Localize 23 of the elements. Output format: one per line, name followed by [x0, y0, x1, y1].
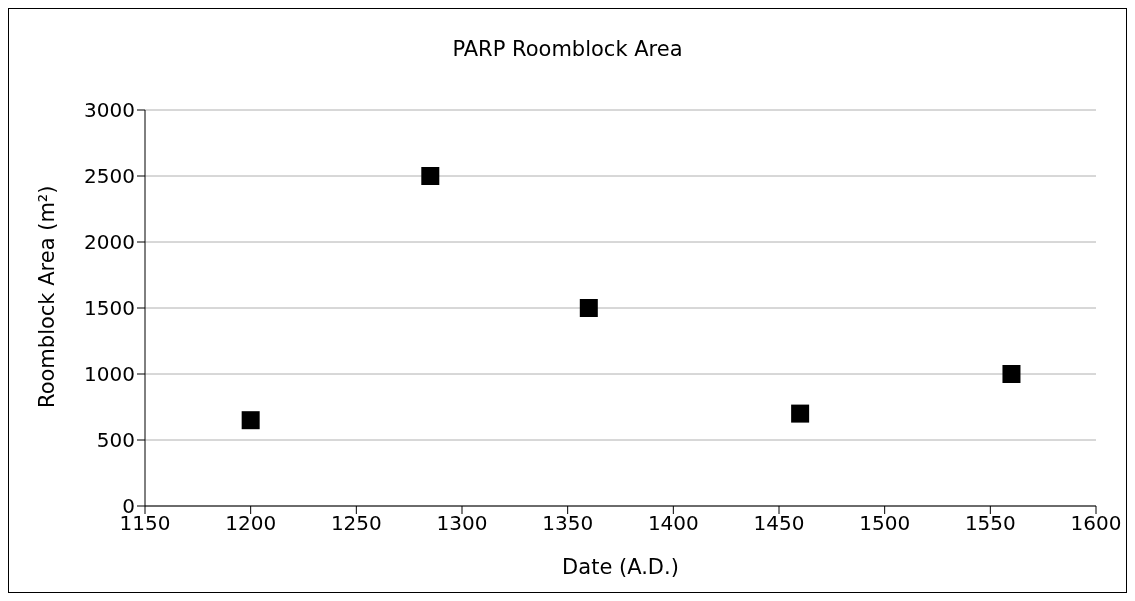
x-tick-label: 1500: [859, 511, 911, 536]
x-tick-label: 1450: [753, 511, 805, 536]
point: [791, 404, 810, 423]
y-tick-label: 3000: [84, 98, 135, 123]
y-tick-label: 500: [96, 428, 135, 453]
y-axis-title: Roomblock Area (m²): [35, 185, 60, 408]
y-tick-label: 2500: [84, 164, 135, 189]
point: [579, 299, 598, 317]
point: [421, 167, 440, 185]
x-axis-title: Date (A.D.): [562, 555, 679, 579]
x-tick-label: 1200: [225, 511, 277, 536]
chart-title: PARP Roomblock Area: [451, 37, 684, 61]
x-tick-label: 1400: [647, 511, 699, 536]
y-tick-label: 1500: [84, 296, 135, 321]
x-tick-label: 1350: [542, 511, 594, 536]
point: [1002, 365, 1021, 383]
x-tick-label: 1600: [1070, 511, 1122, 536]
y-tick-label: 1000: [84, 362, 135, 387]
x-tick-label: 1250: [330, 511, 382, 536]
y-tick-label: 2000: [84, 230, 135, 255]
point: [241, 411, 260, 430]
x-tick-label: 1300: [436, 511, 488, 536]
x-tick-label: 1550: [964, 511, 1016, 536]
